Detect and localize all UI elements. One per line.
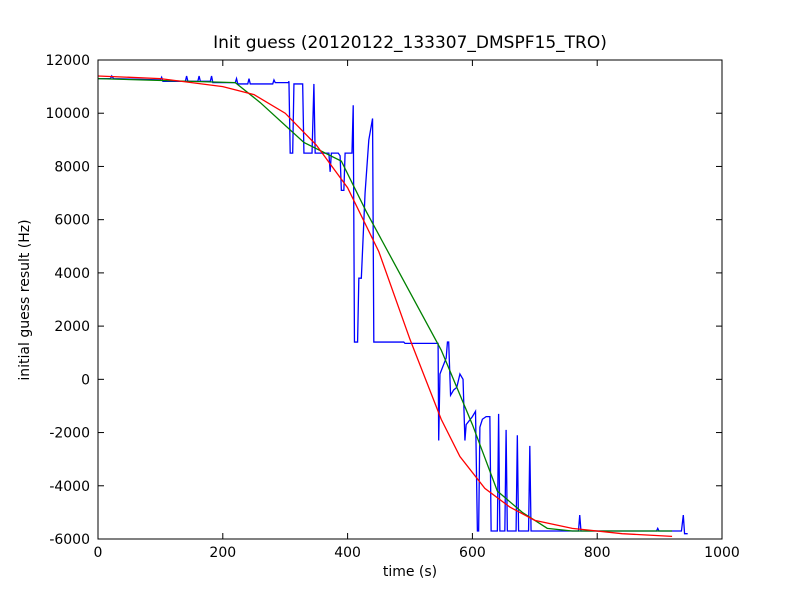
y-tick-label: -6000 bbox=[49, 532, 90, 548]
y-tick-label: 4000 bbox=[54, 266, 90, 282]
y-tick-label: 6000 bbox=[54, 213, 90, 229]
x-tick-label: 0 bbox=[94, 545, 103, 561]
x-tick-label: 600 bbox=[459, 545, 486, 561]
y-axis-label: initial guess result (Hz) bbox=[17, 219, 33, 380]
y-tick-label: -2000 bbox=[49, 426, 90, 442]
series-line bbox=[98, 74, 688, 535]
plot-area bbox=[97, 74, 688, 537]
x-tick-label: 200 bbox=[209, 545, 236, 561]
y-tick-label: 10000 bbox=[45, 106, 90, 122]
y-tick-label: 2000 bbox=[54, 319, 90, 335]
y-tick-label: 0 bbox=[81, 372, 90, 388]
y-tick-label: 12000 bbox=[45, 53, 90, 69]
x-tick-label: 400 bbox=[334, 545, 361, 561]
y-tick-label: -4000 bbox=[49, 479, 90, 495]
series-line bbox=[97, 77, 673, 532]
axes-frame bbox=[97, 59, 723, 540]
y-tick-label: 8000 bbox=[54, 159, 90, 175]
x-tick-label: 1000 bbox=[704, 545, 740, 561]
series-line bbox=[97, 75, 673, 537]
x-tick-label: 800 bbox=[584, 545, 611, 561]
x-axis-label: time (s) bbox=[383, 564, 437, 580]
chart-title: Init guess (20120122_133307_DMSPF15_TRO) bbox=[213, 33, 607, 53]
